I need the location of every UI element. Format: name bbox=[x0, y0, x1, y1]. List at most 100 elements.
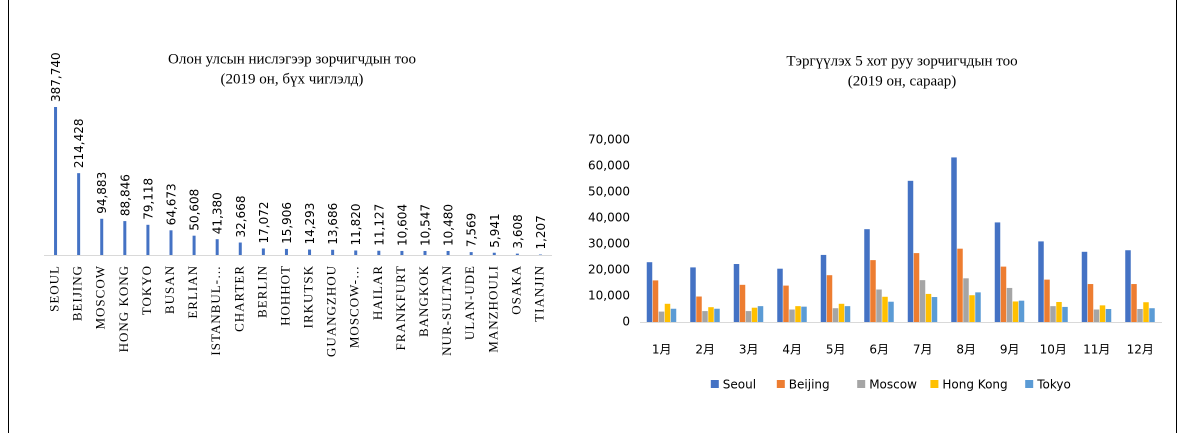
bar bbox=[751, 307, 758, 322]
y-tick-label: 20,000 bbox=[588, 263, 630, 277]
chart-subtitle: (2019 он, бүх чиглэлд) bbox=[221, 71, 364, 87]
x-tick-label: TIANJIN bbox=[531, 265, 546, 322]
bar bbox=[646, 262, 653, 322]
y-tick-label: 0 bbox=[622, 315, 630, 329]
bar bbox=[826, 275, 833, 322]
bar bbox=[1044, 279, 1050, 322]
x-tick-label: 8月 bbox=[956, 343, 976, 357]
data-label: 79,118 bbox=[141, 178, 155, 220]
x-tick-label: 7月 bbox=[913, 343, 933, 357]
data-label: 41,380 bbox=[211, 192, 225, 234]
x-tick-label: 4月 bbox=[782, 343, 802, 357]
legend-swatch bbox=[857, 380, 866, 388]
data-label: 5,941 bbox=[488, 213, 502, 247]
bar bbox=[664, 303, 671, 322]
bar bbox=[907, 180, 914, 322]
bar bbox=[795, 306, 801, 322]
data-label: 64,673 bbox=[165, 183, 179, 225]
bar bbox=[882, 296, 888, 322]
x-tick-label: 12月 bbox=[1127, 343, 1154, 357]
bar bbox=[969, 295, 975, 322]
bar bbox=[284, 248, 288, 255]
bar bbox=[1062, 306, 1068, 322]
x-tick-label: 1月 bbox=[652, 343, 672, 357]
x-tick-label: 5月 bbox=[826, 343, 846, 357]
bar bbox=[1105, 309, 1112, 322]
bar bbox=[870, 260, 876, 322]
bar bbox=[377, 250, 381, 255]
data-label: 10,604 bbox=[395, 204, 409, 246]
x-tick-label: 11月 bbox=[1083, 343, 1110, 357]
bar bbox=[1050, 306, 1056, 322]
legend-label: Beijing bbox=[789, 378, 830, 392]
bar bbox=[1006, 287, 1013, 322]
bar bbox=[925, 293, 932, 322]
bar bbox=[146, 224, 150, 255]
bar bbox=[994, 222, 1001, 322]
data-label: 88,846 bbox=[118, 174, 132, 216]
bar bbox=[864, 229, 870, 322]
data-label: 10,547 bbox=[419, 204, 433, 246]
bar bbox=[169, 230, 173, 255]
bar bbox=[1038, 241, 1044, 322]
y-tick-label: 50,000 bbox=[588, 185, 630, 199]
y-tick-label: 30,000 bbox=[588, 237, 630, 251]
chart-title: Олон улсын нислэгээр зорчигчдын тоо bbox=[168, 51, 416, 67]
bar bbox=[1056, 301, 1062, 322]
bar bbox=[838, 303, 845, 322]
bar bbox=[733, 264, 740, 322]
y-tick-label: 10,000 bbox=[588, 289, 630, 303]
x-tick-label: GUANGZHOU bbox=[324, 265, 339, 357]
bar bbox=[757, 306, 764, 322]
bar bbox=[708, 307, 714, 322]
bar bbox=[215, 239, 219, 255]
legend-label: Moscow bbox=[869, 378, 917, 392]
bar bbox=[820, 254, 827, 322]
bar bbox=[1137, 309, 1143, 322]
bar bbox=[951, 157, 957, 322]
bar bbox=[100, 218, 104, 255]
data-label: 7,569 bbox=[465, 213, 479, 247]
x-tick-label: 2月 bbox=[695, 343, 715, 357]
bar bbox=[1012, 301, 1019, 322]
x-tick-label: TOKYO bbox=[139, 265, 154, 315]
x-tick-label: OSAKA bbox=[508, 265, 523, 315]
x-tick-label: ISTANBUL-… bbox=[208, 265, 223, 356]
data-label: 10,480 bbox=[442, 204, 456, 246]
bar bbox=[308, 249, 312, 255]
x-tick-label: MOSCOW-… bbox=[347, 265, 362, 348]
x-tick-label: 10月 bbox=[1040, 343, 1067, 357]
bar bbox=[515, 253, 519, 255]
bar bbox=[658, 311, 665, 322]
bar bbox=[261, 248, 265, 255]
bar bbox=[1143, 302, 1149, 322]
chart-title: Тэргүүлэх 5 хот руу зорчигчдын тоо bbox=[786, 53, 1017, 69]
bar bbox=[801, 306, 807, 322]
bar bbox=[54, 107, 58, 255]
bar bbox=[931, 297, 938, 322]
bar bbox=[696, 296, 702, 322]
frame bbox=[8, 0, 1177, 433]
legend-swatch bbox=[1025, 380, 1034, 388]
bar bbox=[789, 309, 795, 322]
bar bbox=[913, 253, 920, 322]
data-label: 1,207 bbox=[534, 215, 548, 249]
bar bbox=[1081, 251, 1088, 322]
y-tick-label: 60,000 bbox=[588, 159, 630, 173]
bar bbox=[1149, 308, 1155, 322]
legend-label: Seoul bbox=[723, 378, 756, 392]
bar bbox=[1018, 300, 1025, 322]
bar bbox=[446, 250, 450, 255]
bar bbox=[492, 252, 496, 255]
bar bbox=[1131, 284, 1137, 322]
bar bbox=[975, 292, 981, 322]
x-tick-label: NUR-SULTAN bbox=[439, 265, 454, 356]
x-tick-label: SEOUL bbox=[47, 265, 62, 312]
bar bbox=[1093, 309, 1100, 322]
x-tick-label: ULAN-UDE bbox=[462, 265, 477, 340]
x-tick-label: 6月 bbox=[869, 343, 889, 357]
bar bbox=[1087, 284, 1094, 322]
legend-label: Hong Kong bbox=[942, 378, 1007, 392]
data-label: 32,668 bbox=[234, 196, 248, 238]
